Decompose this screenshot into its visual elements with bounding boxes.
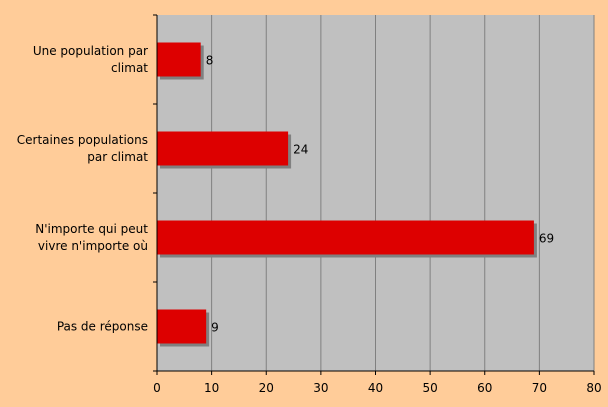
x-tick-label: 10 bbox=[204, 381, 219, 395]
category-label-line: par climat bbox=[87, 150, 148, 164]
axes bbox=[153, 14, 595, 375]
x-tick-label: 0 bbox=[153, 381, 161, 395]
category-label-line: Certaines populations bbox=[17, 133, 148, 147]
data-label: 8 bbox=[206, 54, 214, 68]
labels: 8 Une population par climat 24 Certaines pop… bbox=[17, 44, 602, 395]
bar bbox=[157, 131, 289, 166]
category-label-line: Pas de réponse bbox=[57, 320, 148, 334]
data-label: 9 bbox=[211, 321, 219, 335]
bar bbox=[157, 220, 534, 255]
category-label-line: climat bbox=[111, 61, 148, 75]
category-label: Pas de réponse bbox=[57, 320, 148, 334]
category-label-line: Une population par bbox=[33, 44, 148, 58]
gridlines bbox=[211, 15, 595, 371]
x-tick-label: 70 bbox=[532, 381, 547, 395]
category-label-line: N'importe qui peut bbox=[35, 222, 148, 236]
x-tick-label: 20 bbox=[259, 381, 274, 395]
category-label: Une population par climat bbox=[33, 44, 148, 75]
x-tick-label: 80 bbox=[586, 381, 601, 395]
bar bbox=[157, 309, 207, 344]
category-label: N'importe qui peut vivre n'importe où bbox=[35, 222, 148, 253]
x-tick-label: 60 bbox=[477, 381, 492, 395]
data-label: 69 bbox=[539, 232, 554, 246]
category-label: Certaines populations par climat bbox=[17, 133, 149, 164]
data-label: 24 bbox=[293, 143, 308, 157]
category-label-line: vivre n'importe où bbox=[38, 239, 148, 253]
x-tick-label: 40 bbox=[368, 381, 383, 395]
bar bbox=[157, 42, 201, 77]
bars bbox=[157, 42, 537, 347]
x-tick-label: 30 bbox=[313, 381, 328, 395]
x-tick-label: 50 bbox=[422, 381, 437, 395]
